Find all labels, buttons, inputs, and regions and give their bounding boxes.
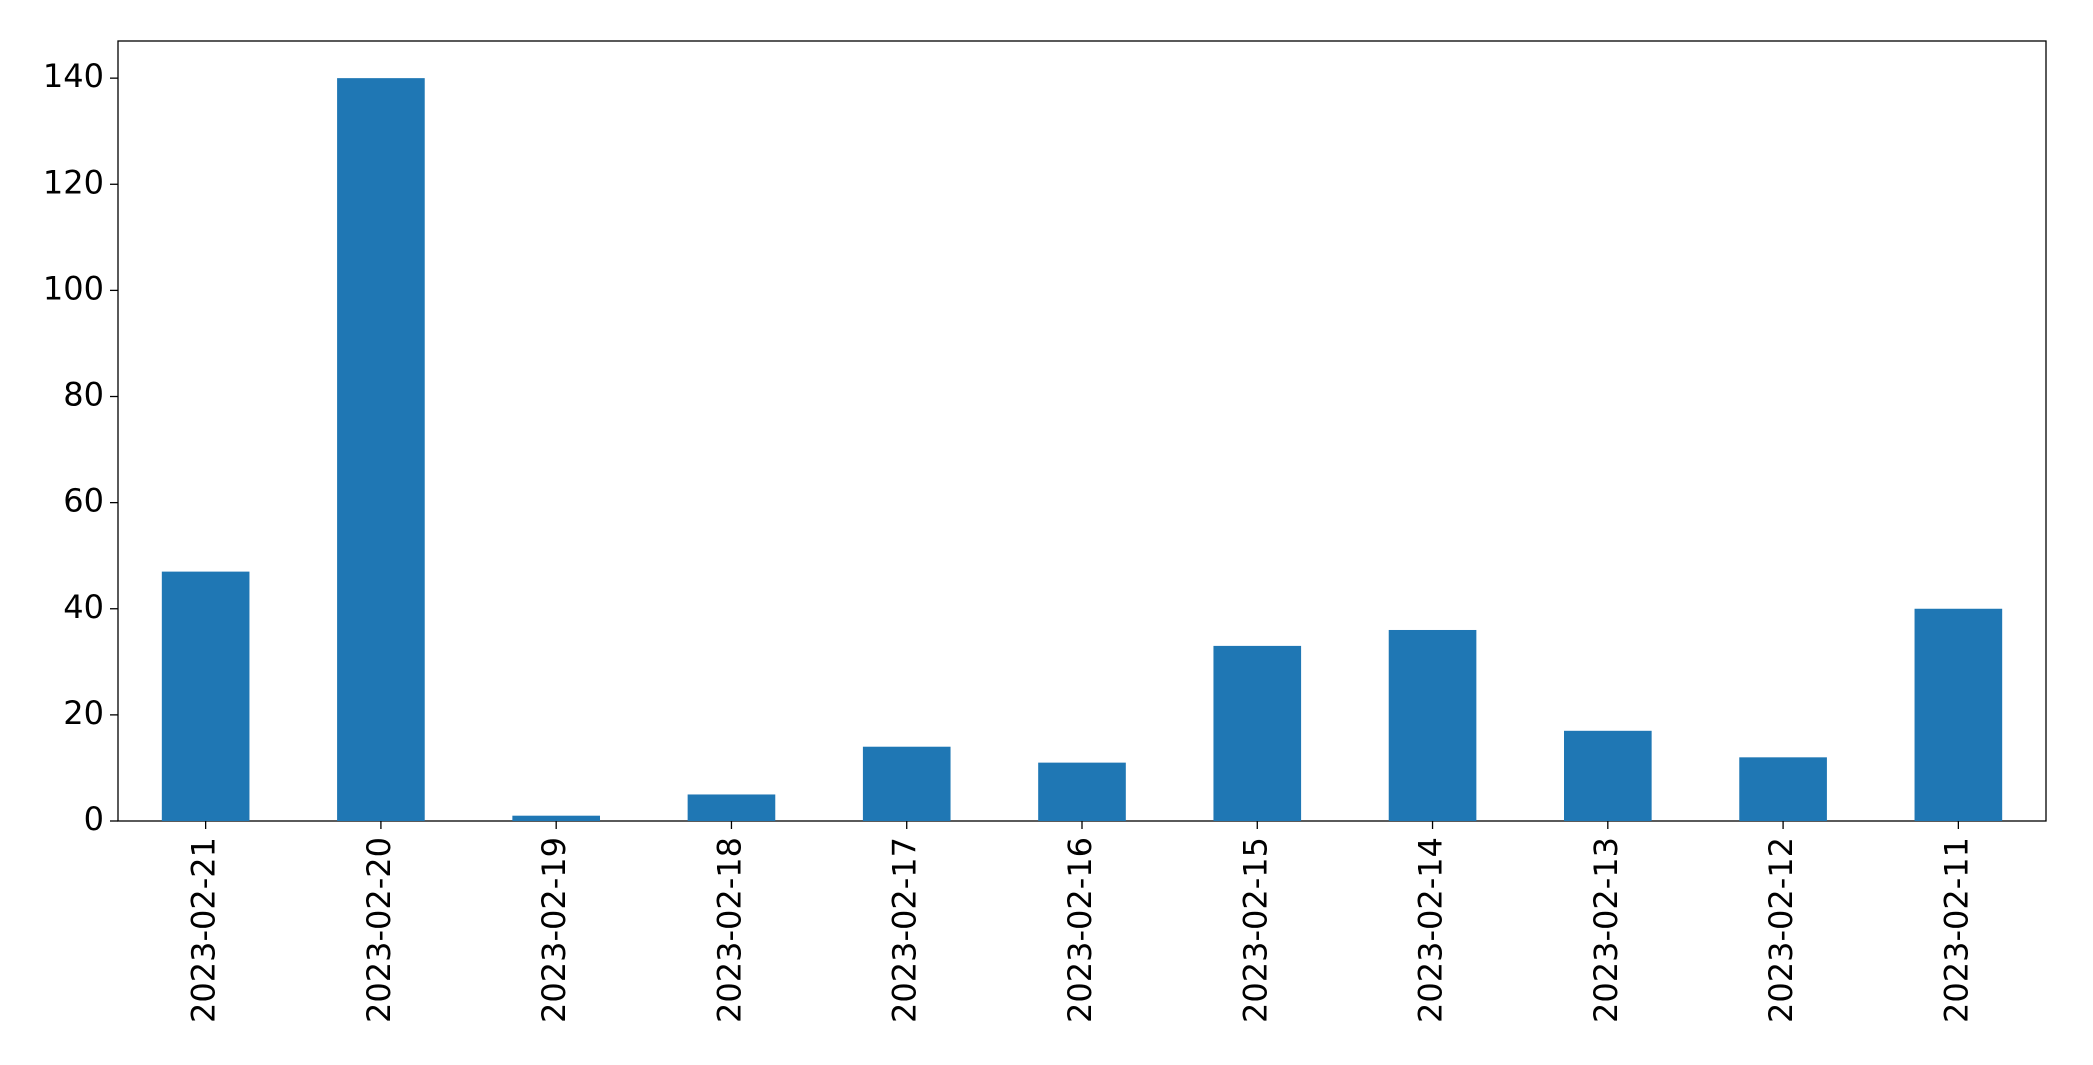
bar [1038, 762, 1126, 821]
x-tick-label: 2023-02-19 [535, 837, 573, 1023]
bar [687, 794, 776, 821]
bar [862, 746, 951, 821]
y-tick-label: 40 [63, 588, 104, 626]
bar [1914, 608, 2003, 821]
y-tick-label: 120 [43, 163, 104, 201]
x-tick-label: 2023-02-17 [886, 837, 924, 1023]
x-tick-label: 2023-02-11 [1937, 837, 1975, 1023]
y-tick-label: 0 [84, 800, 104, 838]
bar [1213, 645, 1302, 821]
y-tick-label: 60 [63, 482, 104, 520]
bar [512, 815, 600, 821]
x-tick-label: 2023-02-20 [360, 837, 398, 1023]
x-tick-label: 2023-02-16 [1061, 837, 1099, 1023]
bar [337, 78, 425, 821]
y-tick-label: 20 [63, 694, 104, 732]
bar [1739, 757, 1827, 821]
y-tick-label: 100 [43, 269, 104, 307]
bar [161, 571, 250, 821]
x-tick-label: 2023-02-18 [710, 837, 748, 1023]
x-tick-label: 2023-02-15 [1236, 837, 1274, 1023]
y-tick-label: 80 [63, 376, 104, 414]
bar [1564, 730, 1652, 821]
x-tick-label: 2023-02-14 [1412, 837, 1450, 1023]
x-tick-label: 2023-02-21 [185, 837, 223, 1023]
bar [1388, 629, 1477, 821]
x-tick-label: 2023-02-12 [1762, 837, 1800, 1023]
y-tick-label: 140 [43, 57, 104, 95]
x-tick-label: 2023-02-13 [1587, 837, 1625, 1023]
